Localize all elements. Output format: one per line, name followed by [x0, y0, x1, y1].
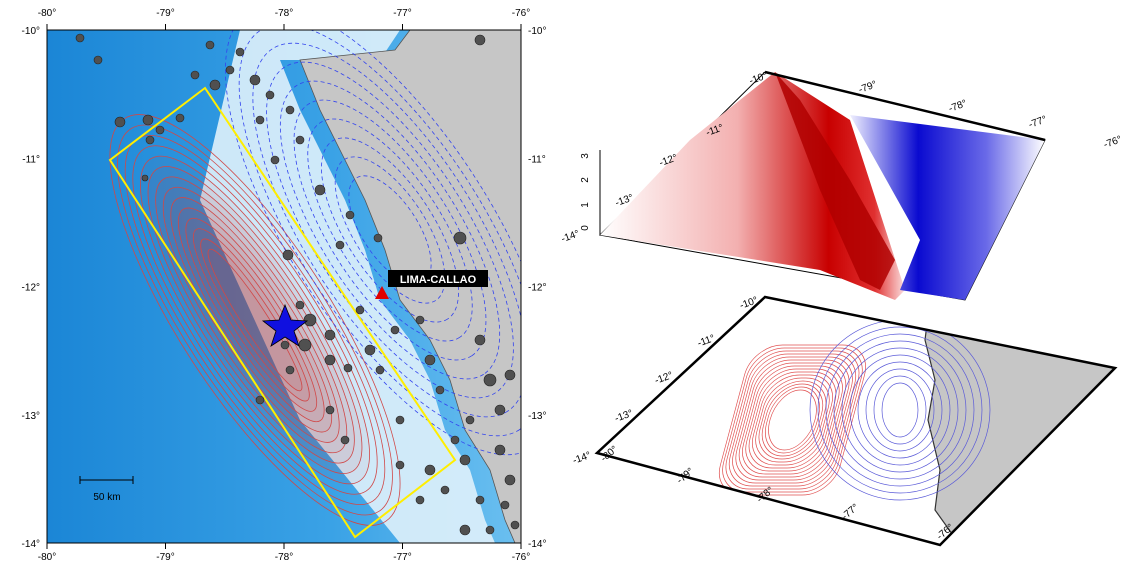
earthquake [206, 41, 214, 49]
lon-label: -79° [857, 79, 878, 96]
earthquake [286, 366, 294, 374]
y-tick-label: -11° [528, 154, 546, 165]
earthquake [425, 465, 435, 475]
earthquake [501, 501, 509, 509]
earthquake [266, 91, 274, 99]
city-label: LIMA-CALLAO [400, 274, 477, 286]
z-label: 2 [580, 177, 591, 183]
earthquake [250, 75, 260, 85]
surface-panel [600, 72, 1045, 300]
earthquake [416, 316, 424, 324]
map-area: LIMA-CALLAO 50 km [47, 0, 615, 562]
earthquake [296, 301, 304, 309]
earthquake [441, 486, 449, 494]
lon-label: -76° [1102, 134, 1123, 151]
earthquake [505, 475, 515, 485]
earthquake [495, 405, 505, 415]
x-tick-label: -80° [38, 552, 56, 563]
earthquake [299, 339, 311, 351]
earthquake [256, 116, 264, 124]
earthquake [511, 521, 519, 529]
earthquake [146, 136, 154, 144]
earthquake [396, 461, 404, 469]
earthquake [376, 366, 384, 374]
y-tick-label: -12° [528, 283, 546, 294]
y-tick-label: -10° [22, 26, 40, 37]
earthquake [344, 364, 352, 372]
earthquake [326, 406, 334, 414]
earthquake [271, 156, 279, 164]
earthquake [436, 386, 444, 394]
earthquake [475, 35, 485, 45]
earthquake [315, 185, 325, 195]
earthquake [76, 34, 84, 42]
earthquake [460, 455, 470, 465]
x-tick-label: -76° [512, 552, 530, 563]
lon-label: -77° [1027, 114, 1048, 131]
x-tick-label: -79° [156, 8, 174, 19]
earthquake [475, 335, 485, 345]
earthquake [142, 175, 148, 181]
y-tick-label: -11° [22, 154, 40, 165]
x-tick-label: -77° [393, 8, 411, 19]
earthquake [156, 126, 164, 134]
y-tick-label: -14° [22, 539, 40, 550]
y-tick-label: -12° [22, 283, 40, 294]
earthquake [191, 71, 199, 79]
earthquake [466, 416, 474, 424]
earthquake [256, 396, 264, 404]
earthquake [396, 416, 404, 424]
earthquake [484, 374, 496, 386]
earthquake [210, 80, 220, 90]
earthquake [236, 48, 244, 56]
z-label: 0 [580, 225, 591, 231]
land [925, 300, 1120, 545]
earthquake [365, 345, 375, 355]
earthquake [115, 117, 125, 127]
earthquake [286, 106, 294, 114]
earthquake [416, 496, 424, 504]
earthquake [176, 114, 184, 122]
earthquake [391, 326, 399, 334]
earthquake [476, 496, 484, 504]
earthquake [460, 525, 470, 535]
earthquake [425, 355, 435, 365]
earthquake [505, 370, 515, 380]
earthquake [454, 232, 466, 244]
earthquake [281, 341, 289, 349]
z-label: 1 [580, 202, 591, 208]
x-tick-label: -80° [38, 8, 56, 19]
x-tick-label: -77° [393, 552, 411, 563]
z-label: 3 [580, 153, 591, 159]
scale-label: 50 km [93, 492, 120, 503]
earthquake [341, 436, 349, 444]
y-tick-label: -14° [528, 539, 546, 550]
earthquake [374, 234, 382, 242]
lat-label: -14° [571, 450, 592, 467]
earthquake [346, 211, 354, 219]
earthquake [325, 355, 335, 365]
y-tick-label: -13° [22, 411, 40, 422]
earthquake [325, 330, 335, 340]
y-tick-label: -10° [528, 26, 546, 37]
lat-label: -14° [560, 228, 581, 245]
figure: LIMA-CALLAO 50 km -80° -80° -79° -79° -78° -7… [0, 0, 1127, 569]
earthquake [451, 436, 459, 444]
earthquake [495, 445, 505, 455]
y-tick-label: -13° [528, 411, 546, 422]
x-tick-label: -76° [512, 8, 530, 19]
lon-label: -78° [947, 98, 968, 115]
x-tick-label: -78° [275, 8, 293, 19]
earthquake [336, 241, 344, 249]
earthquake [143, 115, 153, 125]
earthquake [304, 314, 316, 326]
x-tick-label: -79° [156, 552, 174, 563]
x-tick-label: -78° [275, 552, 293, 563]
earthquake [356, 306, 364, 314]
earthquake [296, 136, 304, 144]
earthquake [486, 526, 494, 534]
earthquake [283, 250, 293, 260]
earthquake [226, 66, 234, 74]
earthquake [94, 56, 102, 64]
